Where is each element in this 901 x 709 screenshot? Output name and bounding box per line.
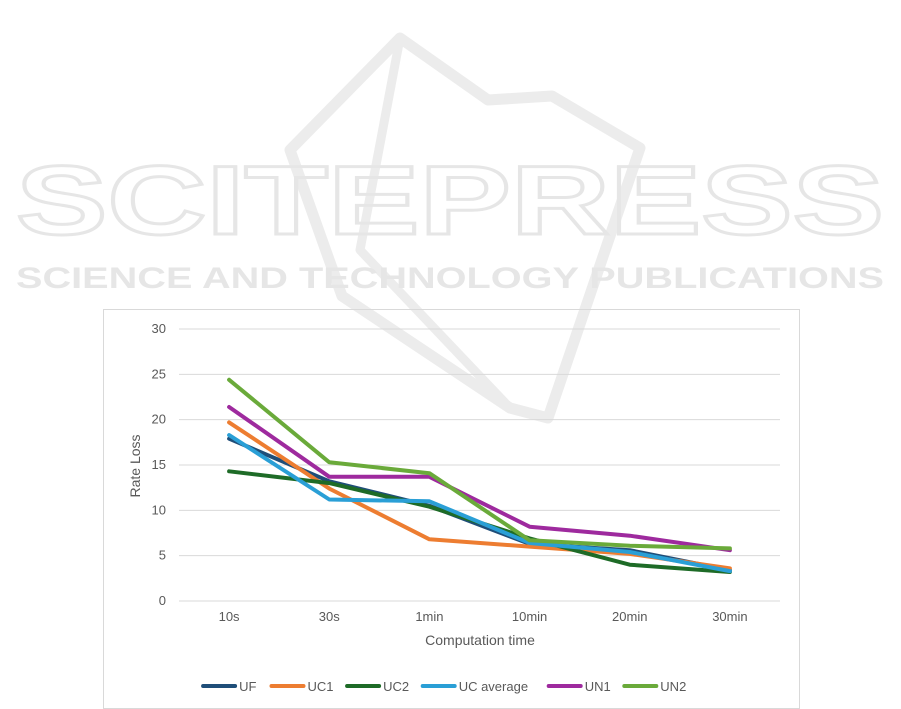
x-tick-label: 1min [415,609,443,624]
watermark-brand: SCITEPRESS [16,145,884,255]
series-line-uc-average [227,433,732,574]
x-tick-label: 10min [512,609,547,624]
y-tick-label: 5 [159,548,166,563]
legend-label: UN1 [585,679,611,694]
watermark-book-spine [355,37,514,412]
chart-frame: 0 5 10 15 20 25 30 10s 30s 1min 10min 20min 30min C… [103,309,800,709]
line-chart: 0 5 10 15 20 25 30 10s 30s 1min 10min 20min 30min C… [127,321,780,694]
y-tick-label: 15 [152,457,166,472]
watermark-book-outline [284,32,646,424]
x-axis-title: Computation time [425,632,535,648]
y-tick-label: 10 [152,502,166,517]
x-tick-labels: 10s 30s 1min 10min 20min 30min [219,609,748,624]
y-axis-title: Rate Loss [127,434,143,497]
legend-label: UF [239,679,256,694]
x-tick-label: 30min [712,609,747,624]
legend-label: UC2 [383,679,409,694]
legend: UF UC1 UC2 UC average UN1 UN2 [201,679,686,694]
x-tick-label: 10s [219,609,240,624]
y-tick-label: 0 [159,593,166,608]
y-tick-labels: 0 5 10 15 20 25 30 [152,321,166,608]
series-line-un2 [227,377,732,551]
y-tick-label: 30 [152,321,166,336]
series-lines [227,377,732,574]
watermark-tagline: SCIENCE AND TECHNOLOGY PUBLICATIONS [16,262,884,295]
series-line-un1 [227,405,732,553]
x-tick-label: 30s [319,609,340,624]
y-tick-label: 20 [152,412,166,427]
y-tick-label: 25 [152,366,166,381]
legend-label: UC1 [308,679,334,694]
legend-label: UC average [459,679,528,694]
legend-label: UN2 [660,679,686,694]
x-tick-label: 20min [612,609,647,624]
